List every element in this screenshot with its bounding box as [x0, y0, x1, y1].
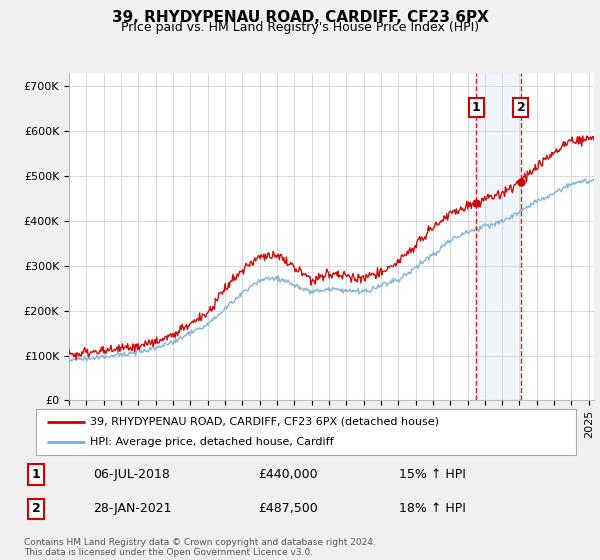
Text: 2: 2 [32, 502, 40, 515]
Text: £487,500: £487,500 [258, 502, 318, 515]
Text: 1: 1 [32, 468, 40, 481]
Text: 06-JUL-2018: 06-JUL-2018 [94, 468, 170, 481]
Text: 18% ↑ HPI: 18% ↑ HPI [398, 502, 466, 515]
Text: £440,000: £440,000 [258, 468, 318, 481]
Text: HPI: Average price, detached house, Cardiff: HPI: Average price, detached house, Card… [90, 437, 334, 447]
Text: 39, RHYDYPENAU ROAD, CARDIFF, CF23 6PX: 39, RHYDYPENAU ROAD, CARDIFF, CF23 6PX [112, 10, 488, 25]
Text: Price paid vs. HM Land Registry's House Price Index (HPI): Price paid vs. HM Land Registry's House … [121, 21, 479, 34]
Text: 2: 2 [517, 101, 525, 114]
Bar [476, 73, 521, 400]
Text: Contains HM Land Registry data © Crown copyright and database right 2024.
This d: Contains HM Land Registry data © Crown c… [24, 538, 376, 557]
Text: 39, RHYDYPENAU ROAD, CARDIFF, CF23 6PX (detached house): 39, RHYDYPENAU ROAD, CARDIFF, CF23 6PX (… [90, 417, 439, 427]
Text: 28-JAN-2021: 28-JAN-2021 [93, 502, 171, 515]
Text: 15% ↑ HPI: 15% ↑ HPI [398, 468, 466, 481]
Text: 1: 1 [472, 101, 481, 114]
